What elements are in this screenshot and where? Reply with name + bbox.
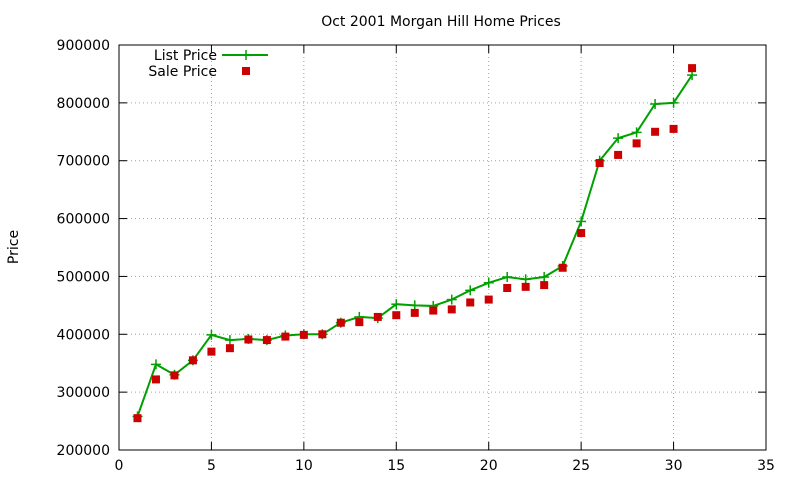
legend-marker [241,50,251,60]
legend-item-list-price: List Price [154,48,268,64]
list-price-point [631,127,642,138]
sale-price-point [466,298,475,307]
x-tick-label: 0 [115,458,124,474]
x-tick-label: 15 [387,458,405,474]
sale-price-point [577,229,586,238]
y-tick-label: 700000 [57,154,110,170]
series-sale-price [133,64,697,423]
x-tick-label: 5 [207,458,216,474]
sale-price-point [484,295,493,304]
legend-marker [242,67,250,75]
list-price-line [136,74,693,417]
y-tick-label: 800000 [57,96,110,112]
sale-price-point [669,124,678,133]
grid [119,45,766,450]
list-price-point [446,294,457,305]
legend-label: List Price [154,48,217,64]
sale-price-point [336,318,345,327]
sale-price-point [151,375,160,384]
sale-price-point [207,347,216,356]
sale-price-point [558,263,567,272]
sale-price-point [299,330,308,339]
list-price-point [409,300,420,311]
sale-price-point [632,139,641,148]
plot-frame [118,44,767,451]
list-price-point [224,335,235,346]
list-price-point [206,329,217,340]
list-price-point [483,277,494,288]
list-price-point [520,274,531,285]
sale-price-point [447,305,456,314]
sale-price-point [688,64,697,73]
sale-price-point [355,318,364,327]
sale-price-point [188,356,197,365]
axes: 0 5 10 15 20 25 30 35 200000 300000 400000 500000 60… [57,38,775,474]
y-tick-label: 400000 [57,327,110,343]
list-price-point [150,359,161,370]
series [132,64,698,423]
chart-title: Oct 2001 Morgan Hill Home Prices [321,14,561,30]
sale-price-point [614,150,623,159]
list-price-point [668,97,679,108]
sale-price-point [410,308,419,317]
list-price-point [576,216,587,227]
y-axis-label: Price [6,230,22,264]
y-tick-label: 600000 [57,212,110,228]
y-tick-label: 300000 [57,385,110,401]
y-tick-label: 200000 [57,443,110,459]
sale-price-point [373,312,382,321]
sale-price-point [651,127,660,136]
legend-label: Sale Price [148,64,217,80]
legend-item-sale-price: Sale Price [148,64,250,80]
list-price-point [465,285,476,296]
x-tick-label: 10 [295,458,313,474]
sale-price-point [521,282,530,291]
sale-price-point [595,159,604,168]
list-price-point [539,272,550,283]
sale-price-point [225,344,234,353]
y-tick-label: 500000 [57,269,110,285]
x-tick-label: 20 [480,458,498,474]
sale-price-point [503,284,512,292]
sale-price-point [262,336,271,345]
x-tick-label: 30 [665,458,683,474]
sale-price-point [392,311,401,320]
y-tick-label: 900000 [57,38,110,54]
sale-price-point [170,371,179,380]
sale-price-point [244,335,253,344]
series-list-price [132,70,698,422]
sale-price-point [133,414,142,423]
list-price-point [502,272,513,283]
x-tick-label: 25 [572,458,590,474]
sale-price-point [318,330,327,339]
list-price-point [613,133,624,144]
sale-price-point [429,306,438,315]
sale-price-point [540,281,549,290]
sale-price-point [281,332,290,341]
list-price-point [650,99,661,110]
x-tick-label: 35 [757,458,775,474]
list-price-point [391,299,402,310]
